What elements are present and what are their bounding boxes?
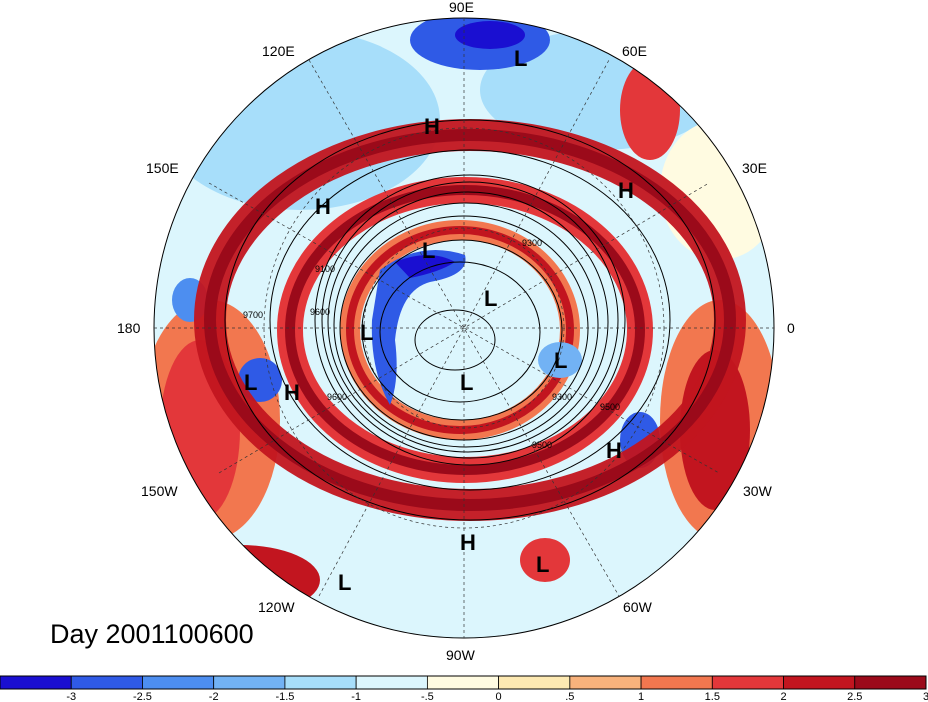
pressure-markers: L H H H L L L L L L H H H L L (244, 46, 634, 595)
lon-label-30e: 30E (742, 160, 767, 176)
contour-label: 9600 (310, 307, 330, 317)
lon-label-120e: 120E (262, 43, 295, 59)
colorbar-tick-label: 0 (496, 691, 502, 702)
lon-label-60e: 60E (622, 43, 647, 59)
low-marker: L (536, 552, 549, 577)
colorbar-segment (213, 675, 286, 690)
lon-label-30w: 30W (743, 483, 773, 499)
low-marker: L (554, 348, 567, 373)
contour-label: 9500 (600, 402, 620, 412)
colorbar-segment (426, 675, 500, 690)
high-marker: H (460, 530, 476, 555)
contour-labels: 9700 9100 9600 9300 9300 9500 9500 9600 (243, 238, 620, 450)
colorbar-segment (640, 675, 713, 690)
lon-label-90w: 90W (446, 647, 476, 663)
colorbar-tick-label: -1 (351, 691, 361, 702)
high-marker: H (284, 380, 300, 405)
high-marker: H (618, 178, 634, 203)
low-marker: L (338, 570, 351, 595)
high-marker: H (424, 114, 440, 139)
colorbar: -3 -2.5 -2 -1.5 -1 -.5 0 .5 1 1.5 2 2.5 3 (0, 675, 928, 702)
colorbar-tick-label: -.5 (421, 691, 434, 702)
colorbar-segment (0, 675, 72, 690)
high-marker: H (606, 438, 622, 463)
lon-label-120w: 120W (258, 599, 295, 615)
contour-label: 9300 (522, 238, 542, 248)
colorbar-segment (569, 675, 642, 690)
lon-label-150e: 150E (146, 160, 179, 176)
contour-label: 9100 (315, 264, 335, 274)
colorbar-segment (284, 675, 357, 690)
colorbar-segment (711, 675, 784, 690)
colorbar-tick-label: 1.5 (705, 691, 720, 702)
colorbar-segment (498, 675, 571, 690)
colorbar-segment (783, 675, 856, 690)
colorbar-tick-label: 1 (638, 691, 644, 702)
colorbar-tick-label: -2 (209, 691, 219, 702)
low-marker: L (244, 370, 257, 395)
colorbar-tick-label: -2.5 (133, 691, 152, 702)
contour-label: 9700 (243, 310, 263, 320)
graticule (154, 18, 774, 638)
low-marker: L (360, 320, 373, 345)
lon-label-90e: 90E (449, 0, 474, 15)
colorbar-segment (355, 675, 428, 690)
date-label: Day 2001100600 (50, 619, 254, 649)
colorbar-tick-label: 2 (780, 691, 786, 702)
colorbar-segment (142, 675, 215, 690)
colorbar-tick-label: 2.5 (847, 691, 862, 702)
high-marker: H (315, 194, 331, 219)
contour-label: 9300 (552, 392, 572, 402)
lon-label-0: 0 (787, 320, 795, 336)
colorbar-tick-label: -3 (66, 691, 76, 702)
longitude-labels: 90E 60E 30E 0 30W 60W 90W 120W 150W 180 … (117, 0, 795, 663)
colorbar-tick-label: .5 (565, 691, 574, 702)
colorbar-tick-label: 3 (923, 691, 928, 702)
lon-label-180: 180 (117, 320, 141, 336)
colorbar-segment (854, 675, 927, 690)
low-marker: L (514, 46, 527, 71)
colorbar-tick-label: -1.5 (275, 691, 294, 702)
contour-label: 9600 (327, 392, 347, 402)
colorbar-segment (70, 675, 143, 690)
low-marker: L (484, 286, 497, 311)
contour-label: 9500 (532, 440, 552, 450)
low-marker: L (460, 370, 473, 395)
low-marker: L (422, 238, 435, 263)
lon-label-150w: 150W (141, 483, 178, 499)
lon-label-60w: 60W (623, 599, 653, 615)
